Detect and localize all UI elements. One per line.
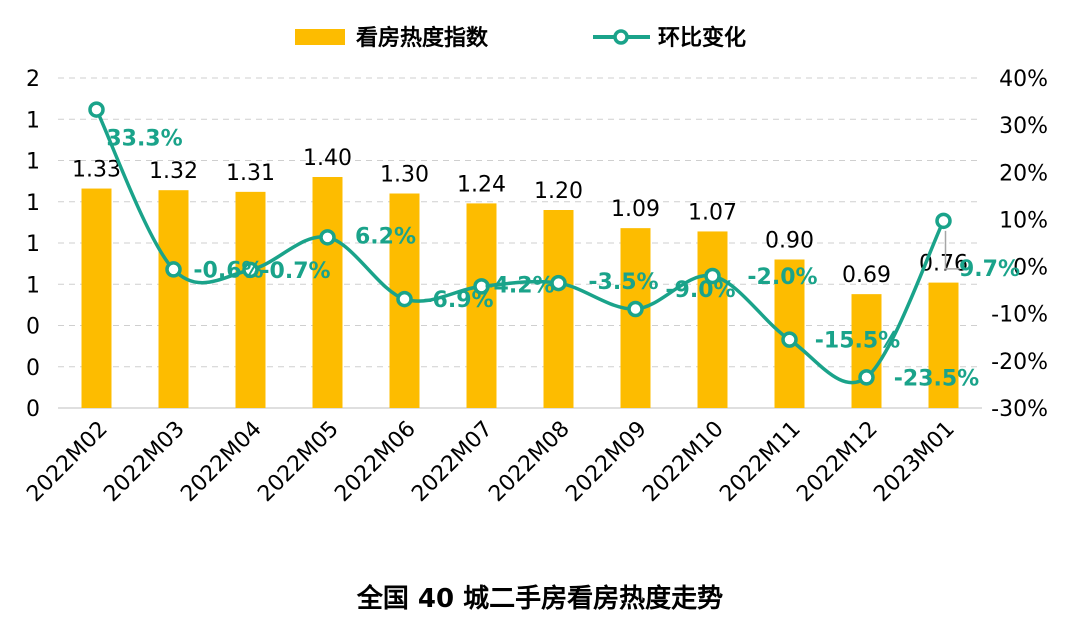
bar bbox=[235, 191, 266, 408]
bar bbox=[81, 188, 112, 408]
bar bbox=[158, 190, 189, 408]
legend-bar-swatch bbox=[295, 29, 345, 45]
line-point bbox=[396, 290, 413, 308]
legend-line-marker bbox=[613, 29, 629, 45]
line-value-label: -6.9% bbox=[423, 288, 493, 313]
right-axis: -30% -20% -10% 0% 10% 20% 30% 40% bbox=[991, 67, 1048, 422]
bar bbox=[312, 177, 343, 408]
bar-value-label: 1.33 bbox=[72, 158, 121, 183]
line-value-label: -15.5% bbox=[815, 329, 900, 354]
category-label: 2022M10 bbox=[638, 417, 728, 507]
line-value-label: -0.6% bbox=[193, 258, 263, 283]
left-axis: 0 0 0 1 1 1 1 1 2 bbox=[26, 67, 40, 422]
line-point bbox=[704, 267, 721, 285]
bar-value-label: 1.20 bbox=[534, 179, 583, 204]
line-series: 33.3%-0.6%-0.7%6.2%-6.9%-4.2% -3.5% -9.0%-… bbox=[88, 101, 1020, 391]
category-label: 2022M04 bbox=[176, 417, 266, 507]
line-value-label: -23.5% bbox=[894, 366, 979, 391]
line-point bbox=[935, 212, 952, 230]
right-tick-label: 30% bbox=[999, 114, 1048, 139]
bar-value-label: 1.30 bbox=[380, 163, 429, 188]
right-tick-label: -30% bbox=[991, 397, 1048, 422]
bar bbox=[543, 210, 574, 408]
bar bbox=[928, 282, 959, 408]
category-label: 2022M06 bbox=[330, 417, 420, 507]
bar-value-label: 1.40 bbox=[303, 146, 352, 171]
line-point bbox=[627, 300, 644, 318]
left-tick-label: 1 bbox=[26, 273, 40, 298]
left-tick-label: 0 bbox=[26, 397, 40, 422]
line-point bbox=[88, 101, 105, 118]
line-point bbox=[242, 261, 259, 279]
category-label: 2022M11 bbox=[715, 417, 805, 507]
line-value-label: -0.7% bbox=[260, 259, 330, 284]
gridlines bbox=[58, 77, 982, 409]
bar-value-label: 0.69 bbox=[842, 263, 891, 288]
line-point bbox=[473, 278, 490, 295]
bar-value-label: 1.24 bbox=[457, 172, 506, 197]
bar-value-label: 1.31 bbox=[226, 161, 275, 186]
category-label: 2022M05 bbox=[253, 417, 343, 507]
leader-line bbox=[944, 230, 960, 270]
left-tick-label: 1 bbox=[26, 232, 40, 257]
bar bbox=[851, 294, 882, 408]
line-point bbox=[319, 229, 336, 246]
line-value-label: 33.3% bbox=[106, 127, 182, 152]
category-label: 2022M02 bbox=[22, 417, 112, 507]
line-point bbox=[550, 274, 567, 292]
left-tick-label: 1 bbox=[26, 108, 40, 133]
legend-bar-label: 看房热度指数 bbox=[356, 25, 489, 51]
right-tick-label: 10% bbox=[999, 208, 1048, 233]
line-point bbox=[858, 369, 875, 386]
bar-value-label: 1.07 bbox=[688, 200, 737, 225]
category-label: 2022M12 bbox=[792, 417, 882, 507]
category-label: 2022M09 bbox=[561, 417, 651, 507]
line-point bbox=[781, 331, 798, 348]
bar-value-label: 1.09 bbox=[611, 197, 660, 222]
left-tick-label: 0 bbox=[26, 315, 40, 340]
bar bbox=[697, 231, 728, 408]
right-tick-label: 0% bbox=[1013, 256, 1048, 281]
line-value-label: -9.0% bbox=[665, 278, 735, 303]
left-tick-label: 1 bbox=[26, 191, 40, 216]
category-axis: 2022M022022M032022M042022M052022M062022M… bbox=[22, 417, 959, 507]
category-label: 2022M03 bbox=[99, 417, 189, 507]
bar-value-label: 0.90 bbox=[765, 229, 814, 254]
line-value-label: 9.7% bbox=[959, 257, 1020, 282]
left-tick-label: 2 bbox=[26, 67, 40, 92]
chart-title: 全国 40 城二手房看房热度走势 bbox=[356, 584, 724, 614]
legend-line-label: 环比变化 bbox=[658, 25, 746, 51]
line-point bbox=[165, 261, 182, 278]
category-label: 2022M07 bbox=[407, 417, 497, 507]
bar bbox=[466, 203, 497, 408]
line-value-label: -3.5% bbox=[588, 270, 658, 295]
left-tick-label: 1 bbox=[26, 150, 40, 175]
bar-series: 1.33 1.32 1.31 1.40 1.30 1.24 1.20 1.09 1.07 0.90… bbox=[72, 146, 968, 408]
right-tick-label: 20% bbox=[999, 161, 1048, 186]
line-value-label: -4.2% bbox=[484, 273, 554, 298]
bar-value-label: 1.32 bbox=[149, 159, 198, 184]
right-tick-label: -10% bbox=[991, 303, 1048, 328]
line-value-label: -2.0% bbox=[747, 265, 817, 290]
bar bbox=[620, 228, 651, 408]
legend: 看房热度指数 环比变化 bbox=[295, 25, 746, 51]
line-path bbox=[94, 108, 946, 385]
category-label: 2023M01 bbox=[869, 417, 959, 507]
right-tick-label: 40% bbox=[999, 67, 1048, 92]
left-tick-label: 0 bbox=[26, 356, 40, 381]
right-tick-label: -20% bbox=[991, 350, 1048, 375]
line-value-label: 6.2% bbox=[355, 224, 416, 249]
category-label: 2022M08 bbox=[484, 417, 574, 507]
